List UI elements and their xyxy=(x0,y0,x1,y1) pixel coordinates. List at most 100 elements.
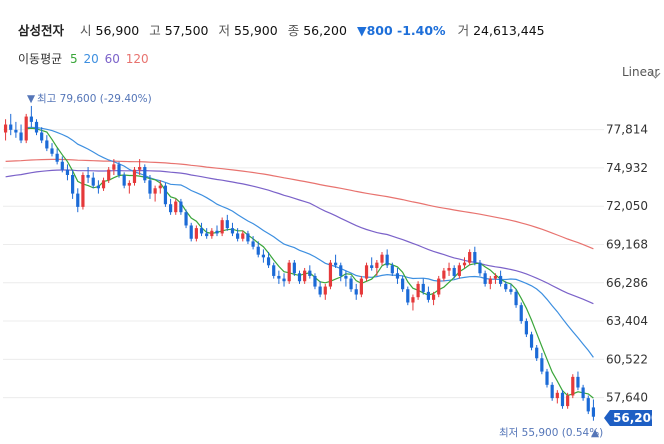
candle-body xyxy=(529,334,534,348)
candle-body xyxy=(251,241,255,247)
candle xyxy=(483,270,487,287)
candle xyxy=(199,222,204,237)
candle-body xyxy=(468,252,472,263)
candle xyxy=(370,257,374,271)
scale-mode-dropdown[interactable]: Linear xyxy=(622,65,660,79)
candle-body xyxy=(591,407,596,417)
candle xyxy=(493,273,498,284)
candle-body xyxy=(138,167,142,170)
candle-body xyxy=(179,201,183,213)
candle xyxy=(60,156,64,173)
candle-body xyxy=(148,180,152,194)
candle-body xyxy=(560,392,565,407)
candle xyxy=(215,225,219,237)
candle-body xyxy=(421,283,425,292)
candle-body xyxy=(375,262,379,268)
candle-body xyxy=(571,376,575,396)
candle xyxy=(380,252,384,266)
candle xyxy=(431,291,436,306)
candle xyxy=(555,390,559,404)
candle xyxy=(50,143,54,157)
candle-body xyxy=(488,278,492,284)
candle-body xyxy=(101,180,106,189)
candle xyxy=(220,217,224,237)
candle xyxy=(256,241,260,258)
ma-60-label: 60 xyxy=(104,52,120,66)
candle-body xyxy=(344,275,348,279)
candle-body xyxy=(230,228,235,234)
candle-body xyxy=(406,289,410,303)
candle xyxy=(504,281,508,292)
high-label: 고 xyxy=(149,23,161,38)
candle xyxy=(457,262,461,279)
candle-body xyxy=(462,262,467,266)
candle-body xyxy=(292,262,296,274)
candle-body xyxy=(205,233,209,237)
candle xyxy=(9,113,13,136)
candle xyxy=(308,265,312,279)
candle-body xyxy=(277,275,281,279)
candle xyxy=(576,371,580,391)
candle xyxy=(303,267,307,284)
candle-body xyxy=(199,228,204,234)
grid-lines xyxy=(3,129,604,399)
ma-120-label: 120 xyxy=(125,52,149,66)
current-price-label: 56,200 xyxy=(613,411,659,425)
candle-body xyxy=(390,265,394,274)
candle xyxy=(184,209,188,229)
candle-body xyxy=(297,273,302,282)
candle xyxy=(14,121,18,138)
moving-average-legend[interactable]: 이동평균 5 20 60 120 xyxy=(18,50,151,67)
candle xyxy=(158,180,162,194)
change-value: ▼800 -1.40% xyxy=(357,23,446,38)
y-tick-label: 63,404 xyxy=(606,314,648,328)
open-value: 56,900 xyxy=(95,23,140,38)
candle xyxy=(241,230,245,242)
candle xyxy=(45,135,49,152)
low-label: 저 xyxy=(218,23,230,38)
candle-body xyxy=(545,371,549,385)
ma-20-line xyxy=(26,126,594,358)
y-tick-label: 77,814 xyxy=(606,123,648,137)
candle-body xyxy=(65,169,70,175)
candle xyxy=(138,159,142,175)
candle xyxy=(287,260,291,284)
candle xyxy=(545,368,549,388)
candle-body xyxy=(566,395,570,407)
candle xyxy=(447,262,451,276)
candle xyxy=(261,249,266,263)
candle xyxy=(292,260,296,276)
candle-body xyxy=(328,262,333,287)
candle xyxy=(318,281,322,298)
candle-body xyxy=(86,175,90,178)
candle-body xyxy=(14,129,18,133)
candle-body xyxy=(184,212,188,226)
candle-body xyxy=(50,148,54,154)
candle xyxy=(81,172,85,210)
candle-body xyxy=(581,387,585,399)
candle xyxy=(354,283,358,300)
candle xyxy=(40,127,44,144)
candle-body xyxy=(354,289,358,295)
candle-body xyxy=(215,230,219,234)
candle-body xyxy=(40,132,44,141)
candle xyxy=(581,384,585,401)
high-annotation: ▼ 최고 79,600 (-29.40%) xyxy=(27,93,152,105)
candle xyxy=(127,180,131,194)
candle-body xyxy=(586,398,590,412)
candle-body xyxy=(519,305,523,322)
volume-label: 거 xyxy=(457,23,470,38)
candle xyxy=(540,352,544,375)
candle xyxy=(96,180,100,194)
candle xyxy=(468,249,472,266)
y-tick-label: 74,932 xyxy=(606,161,648,175)
candle xyxy=(535,345,539,361)
candle-body xyxy=(9,124,13,130)
candle xyxy=(148,175,152,199)
candle xyxy=(112,159,116,175)
low-annotation: 최저 55,900 (0.54%) ▲ xyxy=(499,427,603,439)
candle xyxy=(323,283,327,300)
candle-body xyxy=(132,169,137,183)
candle-body xyxy=(333,262,338,266)
